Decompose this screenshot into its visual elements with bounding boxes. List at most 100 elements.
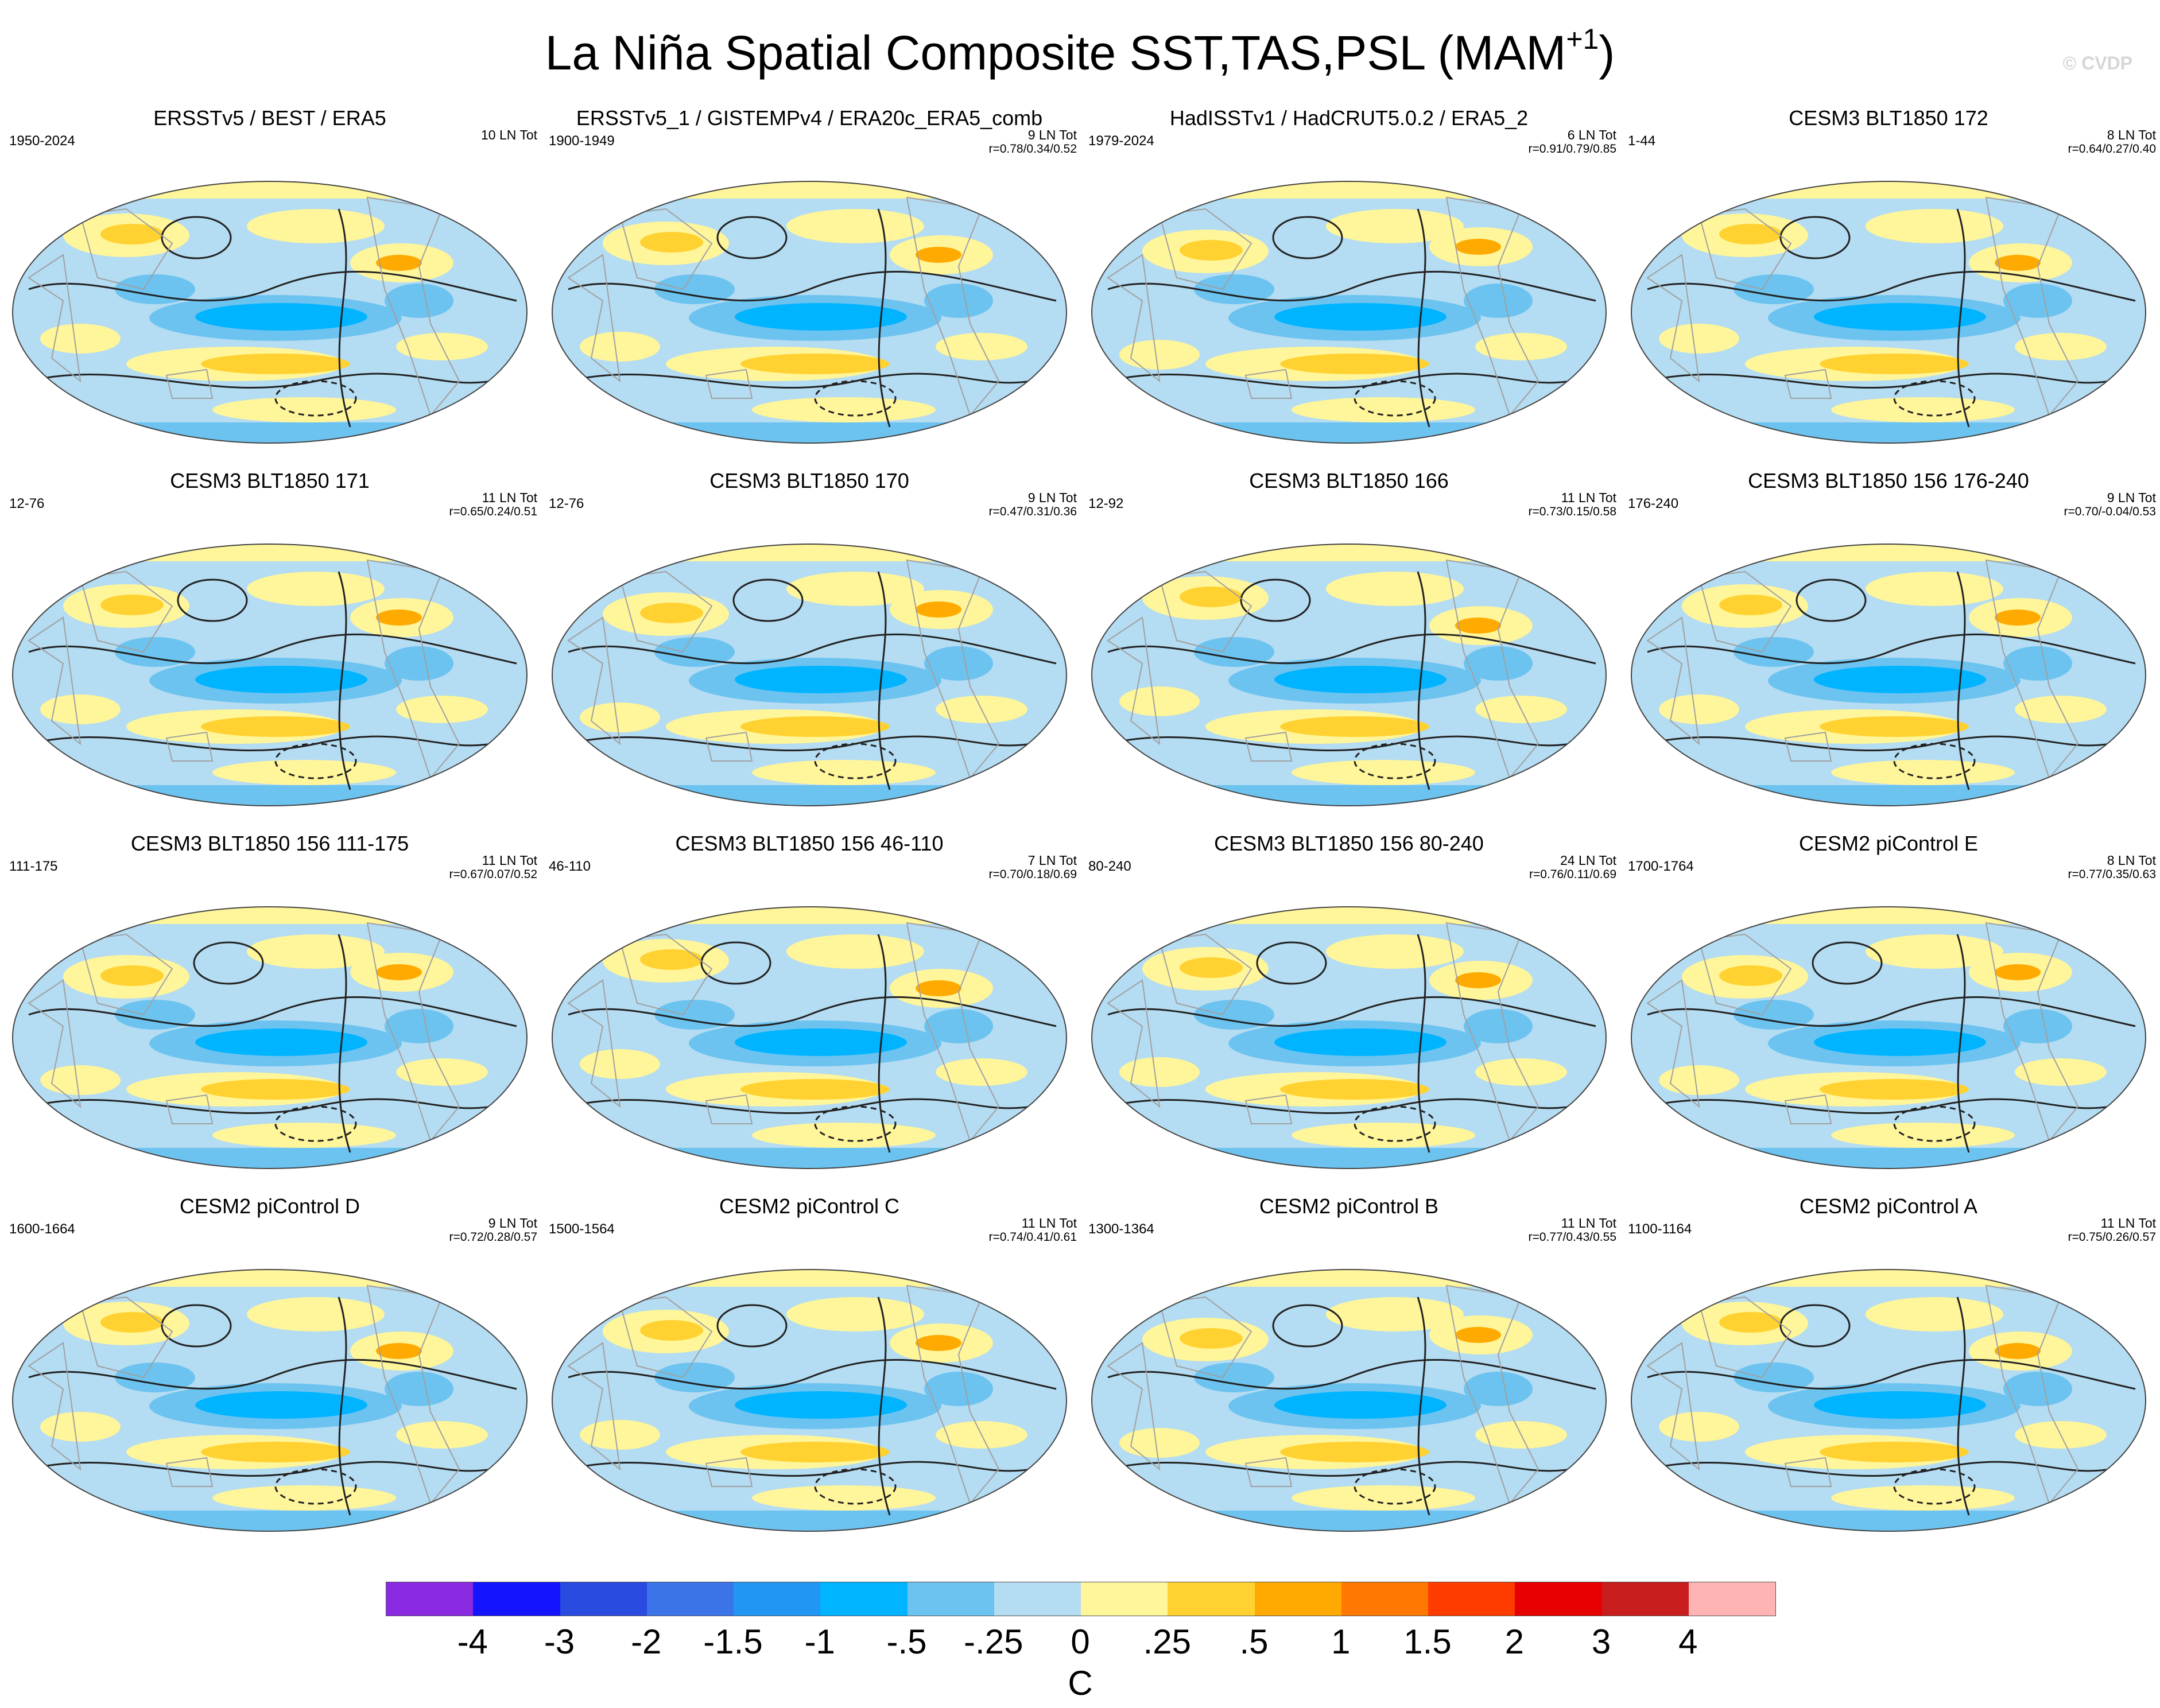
coastline: [1784, 1457, 1832, 1487]
coastline: [79, 208, 173, 290]
map-panel: CESM3 BLT1850 172 1-44 8 LN Tot r=0.64/0.27…: [1619, 106, 2158, 473]
cold-anomaly: [1464, 1009, 1533, 1043]
warm-anomaly: [786, 572, 924, 606]
warm-anomaly: [247, 934, 385, 969]
coastline: [1646, 616, 1700, 746]
warm-anomaly: [1820, 716, 1969, 737]
warm-anomaly: [1659, 324, 1739, 354]
cold-tongue: [195, 303, 367, 331]
warm-anomaly: [752, 397, 936, 422]
coastline: [1107, 616, 1161, 746]
coastline: [165, 1094, 214, 1124]
cold-tongue: [1814, 303, 1986, 331]
warm-anomaly: [201, 1442, 350, 1462]
warm-anomaly: [1180, 1328, 1243, 1349]
robinson-map: [11, 1269, 528, 1532]
cold-anomaly: [1464, 1372, 1533, 1406]
warm-anomaly: [640, 603, 703, 623]
psl-contour: [877, 208, 891, 428]
colorbar-tick-label: -1: [804, 1622, 835, 1661]
coastline: [1646, 254, 1700, 383]
coastline: [1158, 208, 1252, 290]
coastline: [1646, 1342, 1700, 1471]
map-border: [1091, 906, 1607, 1169]
panel-period: 1900-1949: [549, 133, 615, 149]
colorbar-box: [1341, 1582, 1428, 1616]
psl-contour: [1647, 372, 2136, 389]
cold-anomaly: [1194, 637, 1274, 667]
arctic-band: [13, 1270, 527, 1287]
colorbar-box: [646, 1582, 734, 1616]
panel-period: 12-76: [549, 496, 584, 511]
panel-title: CESM2 piControl C: [719, 1194, 900, 1218]
coastline: [165, 1457, 214, 1487]
psl-contour: [877, 934, 891, 1153]
colorbar-tick-label: 3: [1591, 1622, 1611, 1661]
coastline: [1985, 559, 2079, 780]
psl-contour: [1256, 941, 1327, 985]
psl-contour: [177, 579, 248, 622]
warm-anomaly: [100, 595, 164, 615]
panel-period: 80-240: [1088, 859, 1131, 874]
cold-anomaly: [1734, 274, 1814, 304]
antarctic-band: [13, 422, 527, 443]
cold-anomaly: [2003, 646, 2072, 681]
arctic-band: [1631, 907, 2146, 924]
cold-anomaly: [1734, 637, 1814, 667]
map-panel: CESM3 BLT1850 170 12-76 9 LN Tot r=0.47/0.3…: [540, 468, 1079, 836]
warm-anomaly: [1659, 1412, 1739, 1442]
coastline: [619, 1296, 713, 1379]
coastline: [1445, 559, 1539, 780]
psl-contour-negative: [274, 743, 357, 779]
robinson-map: [1091, 181, 1607, 444]
psl-contour: [1417, 571, 1430, 790]
map-panel: ERSSTv5_1 / GISTEMPv4 / ERA20c_ERA5_comb…: [540, 106, 1079, 473]
coastline: [1244, 368, 1293, 399]
warm-anomaly: [580, 332, 660, 362]
cold-anomaly: [924, 1372, 993, 1406]
warm-anomaly: [1831, 1123, 2015, 1148]
psl-contour-negative: [1354, 380, 1436, 417]
coastline: [1244, 1457, 1293, 1487]
cold-tongue: [735, 1028, 907, 1056]
warm-anomaly: [212, 1123, 396, 1148]
warm-anomaly: [1866, 572, 2003, 606]
warm-anomaly: [740, 1079, 890, 1100]
panel-event-count: 24 LN Tot: [1560, 853, 1616, 868]
psl-contour: [1417, 1296, 1430, 1516]
warm-anomaly: [247, 1297, 385, 1332]
antarctic-band: [1092, 785, 1606, 806]
colorbar-tick-label: 4: [1678, 1622, 1698, 1661]
map-border: [11, 906, 528, 1169]
cold-anomaly: [1194, 274, 1274, 304]
cold-anomaly: [2003, 1009, 2072, 1043]
arctic-band: [552, 544, 1067, 561]
warm-anomaly: [1326, 572, 1464, 606]
psl-contour: [28, 735, 517, 752]
warm-anomaly: [752, 760, 936, 785]
colorbar-box: [994, 1582, 1081, 1616]
coastline: [1985, 922, 2079, 1143]
colorbar-tick-label: 1: [1331, 1622, 1351, 1661]
coastline: [1784, 368, 1832, 399]
panel-title: CESM2 piControl A: [1799, 1194, 1978, 1218]
arctic-band: [1631, 1270, 2146, 1287]
psl-contour-negative: [274, 1105, 357, 1142]
colorbar-tick-label: -.5: [886, 1622, 927, 1661]
map-border: [11, 181, 528, 444]
psl-contour: [1107, 1461, 1596, 1477]
panel-title: CESM3 BLT1850 156 80-240: [1214, 832, 1484, 855]
warm-anomaly: [740, 1442, 890, 1462]
cold-tongue: [195, 666, 367, 693]
warm-anomaly: [1455, 972, 1501, 988]
map-panel: ERSSTv5 / BEST / ERA5 1950-2024 10 LN Tot: [0, 106, 540, 473]
psl-contour: [1417, 934, 1430, 1153]
warm-anomaly: [201, 354, 350, 374]
panel-event-count: 11 LN Tot: [1561, 1216, 1616, 1230]
psl-contour: [1956, 571, 1970, 790]
psl-contour: [1956, 208, 1970, 428]
cold-anomaly: [1734, 1000, 1814, 1030]
panel-period: 1-44: [1628, 133, 1656, 149]
colorbar-box: [820, 1582, 908, 1616]
psl-contour-negative: [814, 743, 897, 779]
